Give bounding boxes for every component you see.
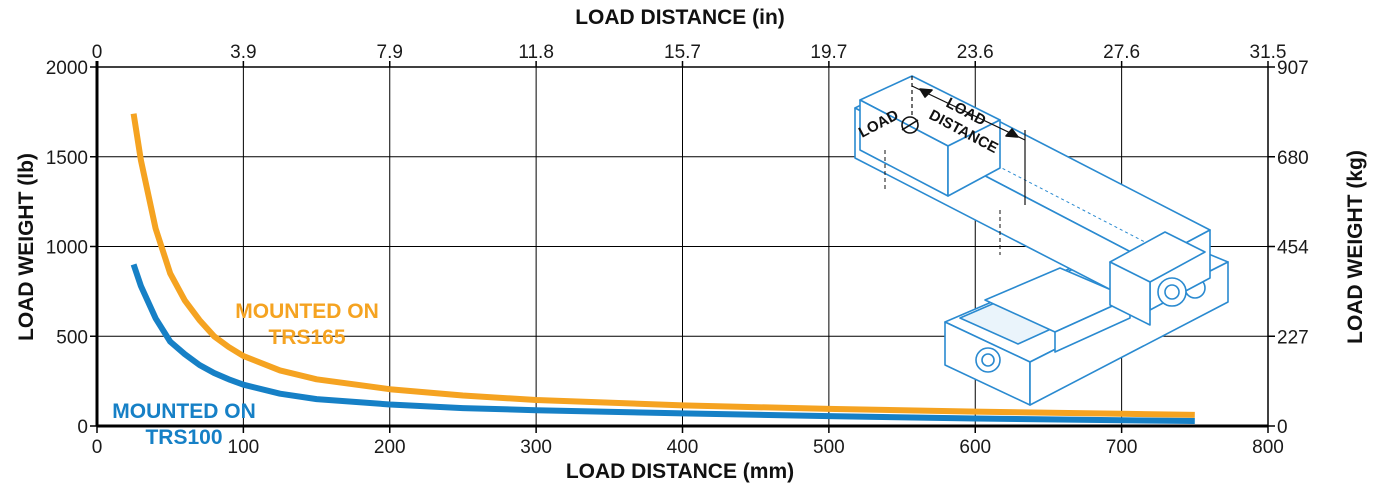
x-tick-label: 100 [228, 437, 260, 458]
x-tick-label: 500 [813, 437, 845, 458]
series-label-trs100-line2: TRS100 [145, 426, 222, 449]
x2-tick-label: 31.5 [1250, 42, 1287, 63]
y2-tick-label: 227 [1277, 327, 1309, 348]
x2-tick-label: 23.6 [957, 42, 994, 63]
y2-tick-label: 907 [1277, 58, 1309, 79]
series [130, 113, 1195, 424]
x-tick-label: 800 [1252, 437, 1284, 458]
x2-tick-label: 11.8 [518, 42, 554, 63]
x-tick-label: 400 [667, 437, 699, 458]
x-tick-label: 200 [374, 437, 406, 458]
linear-stage-illustration [854, 75, 1229, 406]
series-line-trs100 [130, 263, 1195, 424]
y-tick-label: 1000 [46, 238, 88, 259]
y-tick-label: 1500 [46, 148, 88, 169]
x2-tick-label: 3.9 [230, 42, 256, 63]
x2-axis-title: LOAD DISTANCE (in) [575, 6, 785, 29]
x2-tick-label: 27.6 [1103, 42, 1140, 63]
x2-tick-label: 7.9 [377, 42, 403, 63]
y2-tick-label: 0 [1277, 417, 1288, 438]
y2-tick-label: 680 [1277, 148, 1309, 169]
x2-tick-label: 19.7 [810, 42, 847, 63]
axes: 001003.92007.930011.840015.750019.760023… [46, 42, 1309, 458]
x-axis-title: LOAD DISTANCE (mm) [566, 460, 794, 483]
x-tick-label: 600 [959, 437, 991, 458]
y-tick-label: 0 [77, 417, 88, 438]
y-tick-label: 2000 [46, 58, 88, 79]
series-line-trs165 [130, 113, 1195, 418]
y2-tick-label: 454 [1277, 238, 1309, 259]
x-tick-label: 700 [1106, 437, 1138, 458]
x2-tick-label: 15.7 [664, 42, 701, 63]
series-label-trs165-line2: TRS165 [268, 326, 345, 349]
y-tick-label: 500 [56, 327, 88, 348]
x-tick-label: 300 [520, 437, 552, 458]
x-tick-label: 0 [92, 437, 103, 458]
x2-tick-label: 0 [92, 42, 103, 63]
y2-axis-title: LOAD WEIGHT (kg) [1344, 150, 1367, 344]
y-axis-title: LOAD WEIGHT (lb) [15, 153, 38, 341]
series-label-trs165-line1: MOUNTED ON [235, 300, 379, 323]
series-label-trs100-line1: MOUNTED ON [112, 400, 256, 423]
